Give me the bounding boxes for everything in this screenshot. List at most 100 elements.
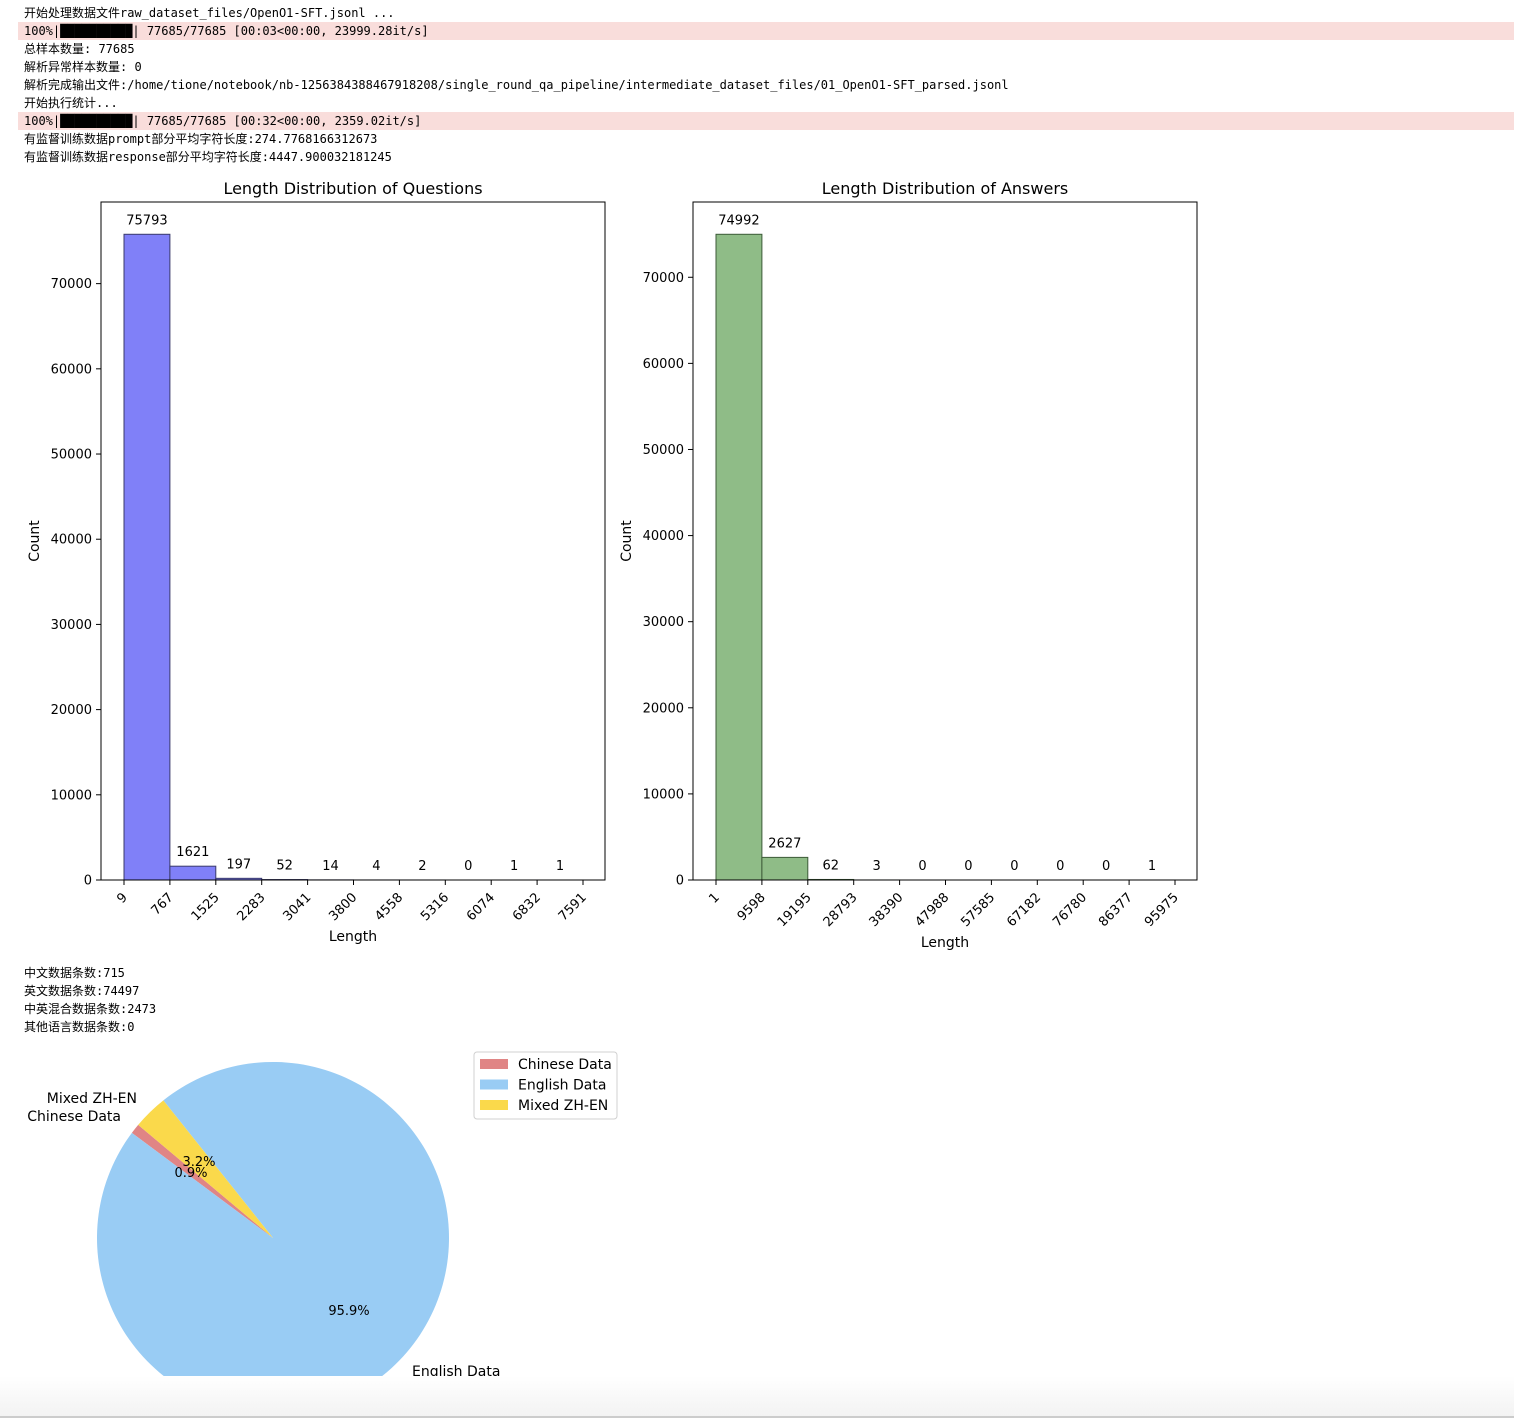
plot-frame <box>692 201 1198 881</box>
y-tick-label: 70000 <box>51 277 92 292</box>
log-line: 开始处理数据文件raw_dataset_files/OpenO1-SFT.jso… <box>24 6 395 20</box>
answers-histogram: Length Distribution of Answers 74992 2627 6… <box>619 179 1198 951</box>
pie-slice <box>131 1124 273 1238</box>
bar-value-label: 74992 <box>718 213 759 228</box>
histogram-bar <box>715 233 763 881</box>
legend-entry: English Data <box>518 1078 606 1094</box>
x-tick-label: 28793 <box>821 890 861 930</box>
y-tick-label: 40000 <box>643 529 684 544</box>
x-tick-label: 57585 <box>958 890 998 930</box>
legend-swatch <box>480 1079 508 1090</box>
bar-value-label: 1 <box>510 859 518 874</box>
log-line: 100%|██████████| 77685/77685 [00:03<00:0… <box>18 22 1514 40</box>
x-tick-label: 767 <box>149 890 177 918</box>
bar-value-label: 2627 <box>768 836 801 851</box>
plot-frame <box>100 201 606 881</box>
pie-slice-label: Mixed ZH-EN <box>47 1091 137 1107</box>
legend-frame <box>473 1051 618 1120</box>
histogram-bar <box>123 233 171 881</box>
bar-value-label: 3 <box>873 859 881 874</box>
x-tick-label: 3041 <box>280 890 314 924</box>
bar-value-label: 1 <box>1148 859 1156 874</box>
y-tick-label: 0 <box>676 874 684 889</box>
log-line: 解析异常样本数量: 0 <box>24 60 142 74</box>
x-tick-label: 9598 <box>735 890 769 924</box>
questions-histogram: Length Distribution of Questions 75793 162… <box>27 179 606 945</box>
pie-slice-label: Chinese Data <box>27 1109 121 1125</box>
log-line: 100%|██████████| 77685/77685 [00:32<00:0… <box>18 112 1514 130</box>
x-tick-label: 9 <box>114 890 130 906</box>
bar-value-label: 0 <box>1056 859 1064 874</box>
y-tick-label: 50000 <box>51 448 92 463</box>
y-tick-label: 30000 <box>51 618 92 633</box>
y-tick-label: 60000 <box>643 357 684 372</box>
y-tick-label: 0 <box>84 874 92 889</box>
language-count-line: 中英混合数据条数:2473 <box>24 1002 157 1016</box>
x-tick-label: 6832 <box>510 890 544 924</box>
y-tick-label: 60000 <box>51 362 92 377</box>
x-tick-label: 38390 <box>867 890 907 930</box>
language-count-line: 中文数据条数:715 <box>24 966 125 980</box>
x-tick-label: 1 <box>706 890 722 906</box>
x-tick-label: 1525 <box>189 890 223 924</box>
y-axis-label: Count <box>619 520 635 562</box>
bar-value-label: 14 <box>322 859 339 874</box>
bar-value-label: 62 <box>822 858 839 873</box>
x-axis-label: Length <box>921 935 969 951</box>
y-tick-label: 40000 <box>51 533 92 548</box>
x-tick-label: 2283 <box>235 890 269 924</box>
pie-percent-label: 3.2% <box>182 1155 215 1170</box>
pie-slice <box>96 1062 450 1415</box>
x-tick-label: 95975 <box>1142 890 1182 930</box>
y-tick-label: 20000 <box>51 703 92 718</box>
bar-value-label: 75793 <box>126 213 167 228</box>
y-tick-label: 50000 <box>643 443 684 458</box>
x-tick-label: 76780 <box>1050 890 1090 930</box>
pie-slice <box>138 1100 273 1238</box>
log-line: 总样本数量: 77685 <box>24 42 135 56</box>
x-tick-label: 7591 <box>556 890 590 924</box>
y-tick-label: 10000 <box>643 787 684 802</box>
pie-legend: Chinese Data English Data Mixed ZH-EN <box>473 1051 618 1120</box>
x-tick-label: 3800 <box>326 890 360 924</box>
y-tick-label: 70000 <box>643 271 684 286</box>
log-line: 有监督训练数据response部分平均字符长度:4447.90003218124… <box>24 150 392 164</box>
bar-value-label: 197 <box>226 857 251 872</box>
bar-value-label: 2 <box>418 859 426 874</box>
legend-swatch <box>480 1059 508 1069</box>
output-log-top: 开始处理数据文件raw_dataset_files/OpenO1-SFT.jso… <box>18 4 1514 166</box>
x-tick-label: 19195 <box>775 890 815 930</box>
x-tick-label: 67182 <box>1004 890 1044 930</box>
y-tick-label: 10000 <box>51 788 92 803</box>
log-line: 有监督训练数据prompt部分平均字符长度:274.7768166312673 <box>24 132 378 146</box>
y-tick-label: 20000 <box>643 701 684 716</box>
language-count-log: 中文数据条数:715 英文数据条数:74497 中英混合数据条数:2473 其他语言数… <box>18 964 1514 1036</box>
bar-value-label: 0 <box>1010 859 1018 874</box>
x-tick-label: 47988 <box>912 890 952 930</box>
log-line: 开始执行统计... <box>24 96 118 110</box>
bar-value-label: 0 <box>1102 859 1110 874</box>
language-count-line: 英文数据条数:74497 <box>24 984 140 998</box>
bar-value-label: 0 <box>918 859 926 874</box>
bar-value-label: 4 <box>372 859 380 874</box>
chart-title: Length Distribution of Questions <box>223 179 482 198</box>
histogram-bar <box>169 865 217 881</box>
x-tick-label: 86377 <box>1096 890 1136 930</box>
log-line: 解析完成输出文件:/home/tione/notebook/nb-1256384… <box>24 78 1009 92</box>
histogram-bar <box>761 856 809 881</box>
output-area-bottom-edge <box>0 1376 1514 1418</box>
chart-title: Length Distribution of Answers <box>822 179 1068 198</box>
language-count-line: 其他语言数据条数:0 <box>24 1020 135 1034</box>
legend-swatch <box>480 1100 508 1110</box>
x-tick-label: 4558 <box>372 890 406 924</box>
x-tick-label: 6074 <box>464 890 498 924</box>
bar-value-label: 52 <box>276 859 293 874</box>
bar-value-label: 1 <box>556 859 564 874</box>
bar-value-label: 0 <box>464 859 472 874</box>
x-tick-label: 5316 <box>418 890 452 924</box>
y-axis-label: Count <box>27 520 43 562</box>
y-tick-label: 30000 <box>643 615 684 630</box>
pie-percent-label: 95.9% <box>328 1304 369 1319</box>
x-axis-label: Length <box>329 929 377 945</box>
